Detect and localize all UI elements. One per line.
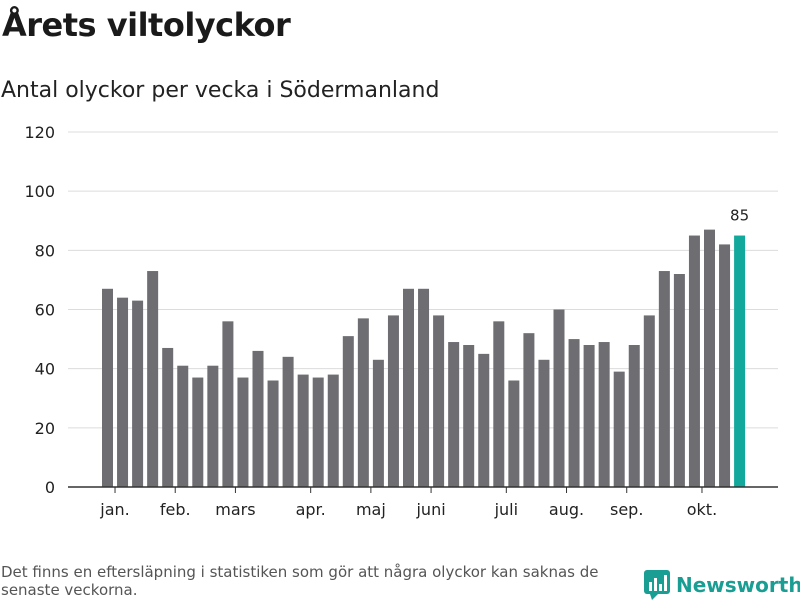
bar (403, 288, 414, 487)
x-tick-label: maj (356, 500, 386, 519)
bar (643, 315, 655, 487)
bar (463, 345, 475, 487)
bar-chart-logo-icon (644, 570, 670, 600)
bar (312, 377, 324, 487)
brand-logo: Newsworthy (644, 570, 800, 600)
bar (719, 244, 731, 487)
bar (297, 374, 309, 487)
bars (102, 229, 746, 487)
x-tick-label: juni (415, 500, 445, 519)
x-tick-label: apr. (296, 500, 326, 519)
bar (117, 297, 129, 487)
bar (568, 339, 580, 487)
bar (252, 350, 264, 487)
bar (177, 365, 189, 487)
bar (704, 229, 715, 487)
bar (478, 353, 490, 487)
bar (523, 333, 535, 487)
bar (132, 300, 144, 487)
bar (267, 380, 279, 487)
bar (102, 288, 113, 487)
footnote: Det finns en eftersläpning i statistiken… (1, 563, 599, 599)
x-tick-label: jan. (99, 500, 129, 519)
bar (538, 359, 550, 487)
bar (433, 315, 445, 487)
bar (448, 342, 460, 487)
x-tick-label: mars (215, 500, 255, 519)
bar (237, 377, 249, 487)
y-tick-label: 100 (24, 182, 55, 201)
bar (222, 321, 234, 487)
bar (162, 347, 174, 487)
bar (493, 321, 505, 487)
bar (553, 309, 565, 487)
bar (282, 356, 294, 487)
x-tick-label: aug. (549, 500, 584, 519)
bar (613, 371, 625, 487)
bar (147, 271, 159, 487)
x-tick-label: sep. (610, 500, 643, 519)
y-axis-ticks: 0 20 40 60 80 100 120 (24, 123, 55, 497)
brand-name: Newsworthy (676, 573, 800, 597)
y-tick-label: 20 (35, 419, 55, 438)
data-label-last-week: 85 (730, 207, 749, 225)
bar (342, 336, 354, 487)
bar (598, 342, 610, 487)
y-tick-label: 0 (45, 478, 55, 497)
bar (673, 274, 685, 487)
y-tick-label: 40 (35, 360, 55, 379)
x-tick-label: juli (494, 500, 518, 519)
x-tick-label: feb. (160, 500, 191, 519)
bar (387, 315, 399, 487)
bar (418, 288, 430, 487)
bar (372, 359, 384, 487)
bar (192, 377, 204, 487)
x-tick-label: okt. (687, 500, 717, 519)
y-tick-label: 60 (35, 301, 55, 320)
y-tick-label: 120 (24, 123, 55, 142)
bar (207, 365, 219, 487)
data-labels: 85 (730, 207, 749, 225)
bar-highlight (734, 235, 746, 487)
bar (357, 318, 369, 487)
bar (327, 374, 339, 487)
chart-subtitle: Antal olyckor per vecka i Södermanland (1, 78, 440, 103)
bar (583, 345, 595, 487)
bar (688, 235, 700, 487)
bar (508, 380, 520, 487)
bar (658, 271, 670, 487)
x-axis-ticks: jan. feb. mars apr. maj juni juli aug. sep. okt. (99, 487, 717, 519)
y-tick-label: 80 (35, 241, 55, 260)
bar (628, 345, 640, 487)
chart-title: Årets viltolyckor (2, 6, 291, 44)
